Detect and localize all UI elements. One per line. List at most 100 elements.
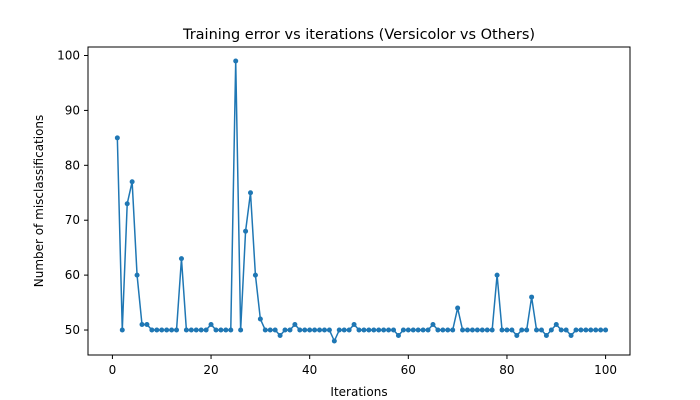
data-point xyxy=(174,327,180,333)
data-point xyxy=(440,327,446,333)
x-tick-label: 40 xyxy=(302,363,317,377)
data-point xyxy=(405,327,411,333)
chart-title: Training error vs iterations (Versicolor… xyxy=(182,27,535,43)
data-point xyxy=(302,327,308,333)
data-point xyxy=(504,327,510,333)
y-tick-label: 60 xyxy=(65,268,80,282)
data-point xyxy=(252,272,258,278)
data-point xyxy=(312,327,318,333)
x-tick-label: 100 xyxy=(594,363,617,377)
data-point xyxy=(183,327,189,333)
data-point xyxy=(519,327,525,333)
y-tick-label: 100 xyxy=(57,49,80,63)
data-point xyxy=(144,322,150,328)
axes-frame xyxy=(87,46,631,356)
data-point xyxy=(573,327,579,333)
data-point xyxy=(169,327,175,333)
data-point xyxy=(331,338,337,344)
data-point xyxy=(178,256,184,262)
data-point xyxy=(218,327,224,333)
y-tick-label: 70 xyxy=(65,213,80,227)
data-point xyxy=(479,327,485,333)
data-point xyxy=(514,333,520,339)
data-point xyxy=(445,327,451,333)
x-tick-label: 20 xyxy=(203,363,218,377)
x-axis-ticks: 0 20 40 60 80 100 xyxy=(109,355,617,377)
data-point xyxy=(257,316,263,322)
data-point xyxy=(509,327,515,333)
data-point xyxy=(317,327,323,333)
data-point xyxy=(395,333,401,339)
data-point xyxy=(465,327,470,333)
data-point xyxy=(469,327,475,333)
data-point xyxy=(198,327,204,333)
data-point xyxy=(391,327,397,333)
data-point xyxy=(548,327,554,333)
data-point xyxy=(543,333,549,339)
data-point xyxy=(243,228,249,234)
data-point xyxy=(134,272,140,278)
data-point xyxy=(208,322,214,328)
data-point xyxy=(282,327,288,333)
data-point xyxy=(578,327,584,333)
data-point xyxy=(129,179,135,185)
data-point xyxy=(455,305,461,311)
data-point xyxy=(499,327,505,333)
data-point xyxy=(351,322,357,328)
data-point xyxy=(425,327,431,333)
data-point xyxy=(538,327,544,333)
data-point xyxy=(366,327,372,333)
data-point xyxy=(119,327,125,333)
data-point xyxy=(588,327,594,333)
data-point xyxy=(248,190,253,196)
data-point xyxy=(430,322,436,328)
x-axis-label: Iterations xyxy=(330,385,387,399)
data-point xyxy=(356,327,362,333)
data-point xyxy=(376,327,382,333)
data-point xyxy=(124,201,130,207)
data-point xyxy=(400,327,406,333)
data-point xyxy=(233,58,239,64)
data-point xyxy=(149,327,155,333)
data-point xyxy=(593,327,599,333)
data-point xyxy=(164,327,170,333)
y-tick-label: 90 xyxy=(65,103,80,117)
data-point xyxy=(484,327,490,333)
data-point xyxy=(568,333,574,339)
data-point xyxy=(188,327,194,333)
data-point xyxy=(326,327,332,333)
data-point xyxy=(203,327,209,333)
y-axis-ticks: 50 60 70 80 90 100 xyxy=(57,49,88,337)
data-point xyxy=(114,135,120,141)
data-point xyxy=(159,327,165,333)
data-point xyxy=(228,327,234,333)
data-point xyxy=(336,327,342,333)
data-point xyxy=(193,327,199,333)
y-tick-label: 50 xyxy=(65,323,80,337)
data-point xyxy=(287,327,293,333)
data-point xyxy=(386,327,392,333)
data-point xyxy=(558,327,564,333)
data-point xyxy=(361,327,367,333)
x-tick-label: 60 xyxy=(401,363,416,377)
data-point xyxy=(435,327,441,333)
data-point xyxy=(415,327,421,333)
data-point xyxy=(450,327,456,333)
data-point xyxy=(262,327,268,333)
data-point xyxy=(346,327,352,333)
data-point xyxy=(598,327,604,333)
data-point xyxy=(529,294,535,300)
data-point xyxy=(489,327,495,333)
data-point xyxy=(553,322,559,328)
data-point xyxy=(534,327,540,333)
data-point xyxy=(292,322,298,328)
data-point xyxy=(474,327,480,333)
data-point xyxy=(460,327,466,333)
data-point xyxy=(297,327,303,333)
data-point xyxy=(381,327,387,333)
data-point xyxy=(321,327,327,333)
data-point xyxy=(563,327,569,333)
data-point xyxy=(213,327,219,333)
x-tick-label: 0 xyxy=(109,363,117,377)
